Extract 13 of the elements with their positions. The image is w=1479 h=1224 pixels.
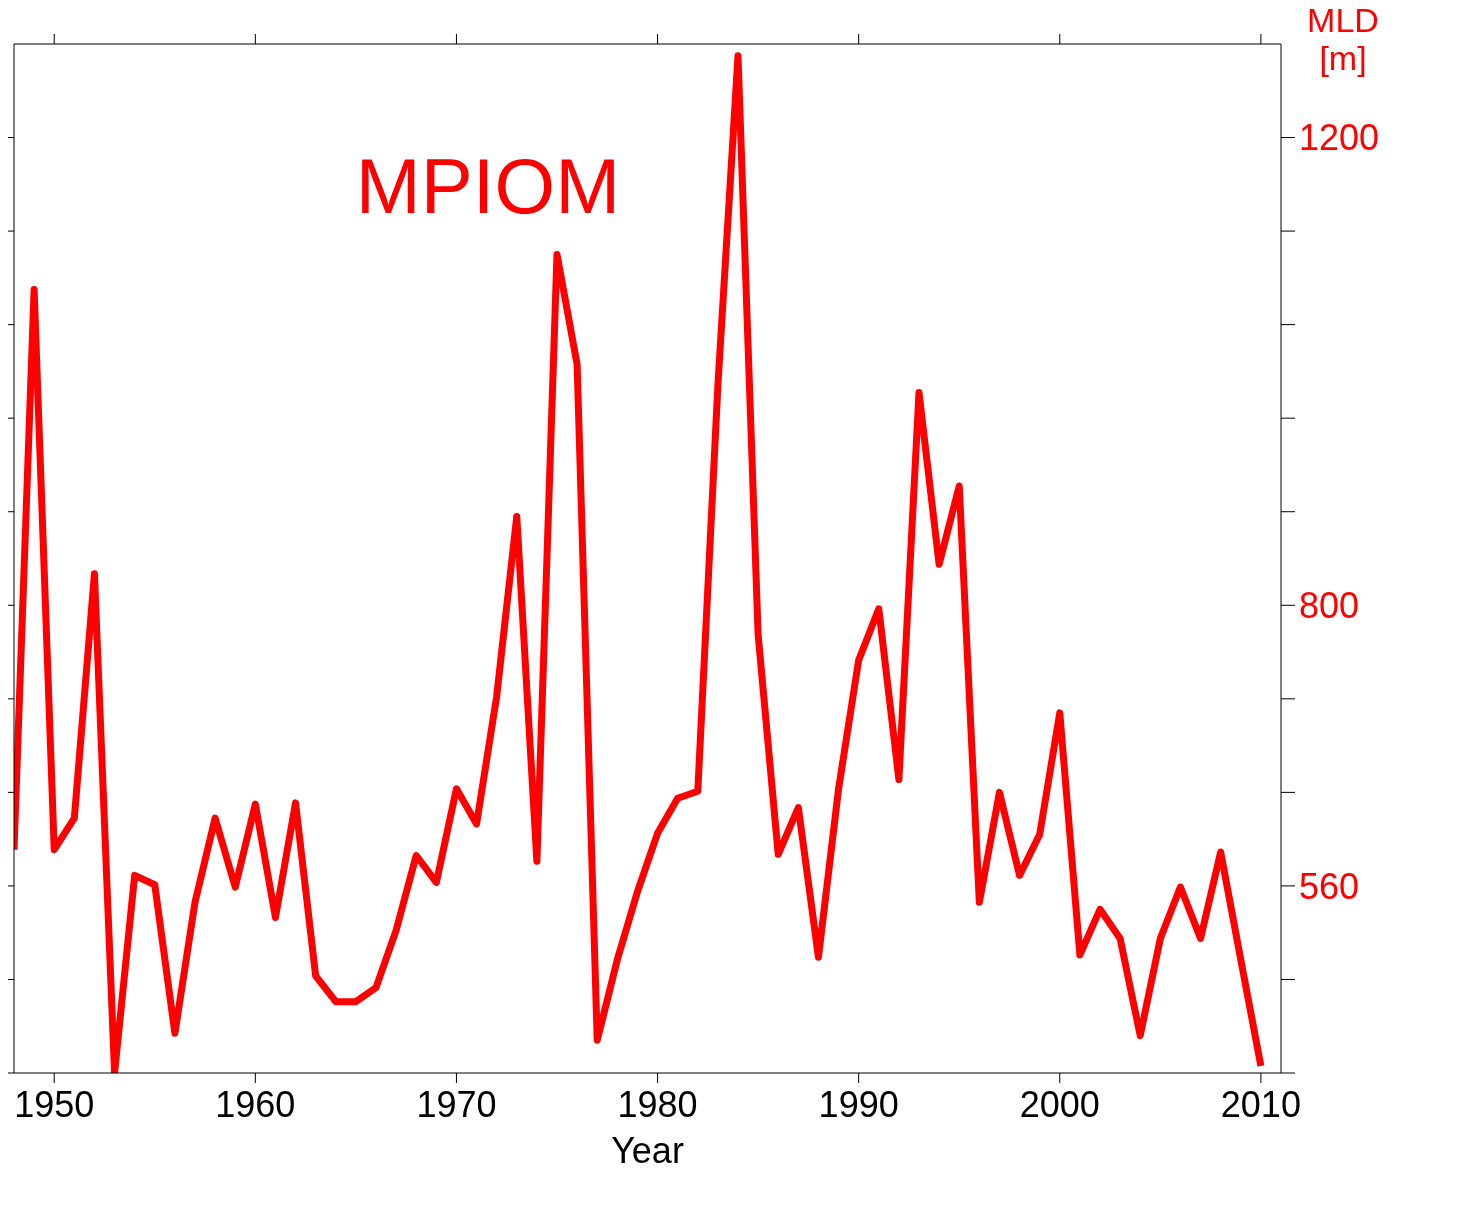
x-tick-label: 2010 bbox=[1220, 1083, 1301, 1125]
x-tick-label: 1990 bbox=[818, 1083, 899, 1125]
y-tick-label: 1200 bbox=[1299, 117, 1380, 159]
x-axis-title: Year bbox=[611, 1130, 684, 1171]
x-tick-label: 1980 bbox=[617, 1083, 698, 1125]
y-tick-label: 800 bbox=[1299, 585, 1360, 627]
x-tick-label: 1950 bbox=[14, 1083, 95, 1125]
x-tick-label: 1970 bbox=[416, 1083, 497, 1125]
x-tick-label: 1960 bbox=[215, 1083, 296, 1125]
y-axis-title: MLD [m] bbox=[1307, 1, 1379, 77]
annotation: MPIOM bbox=[355, 142, 621, 230]
y-tick-label: 560 bbox=[1299, 865, 1360, 907]
x-tick-label: 2000 bbox=[1019, 1083, 1100, 1125]
